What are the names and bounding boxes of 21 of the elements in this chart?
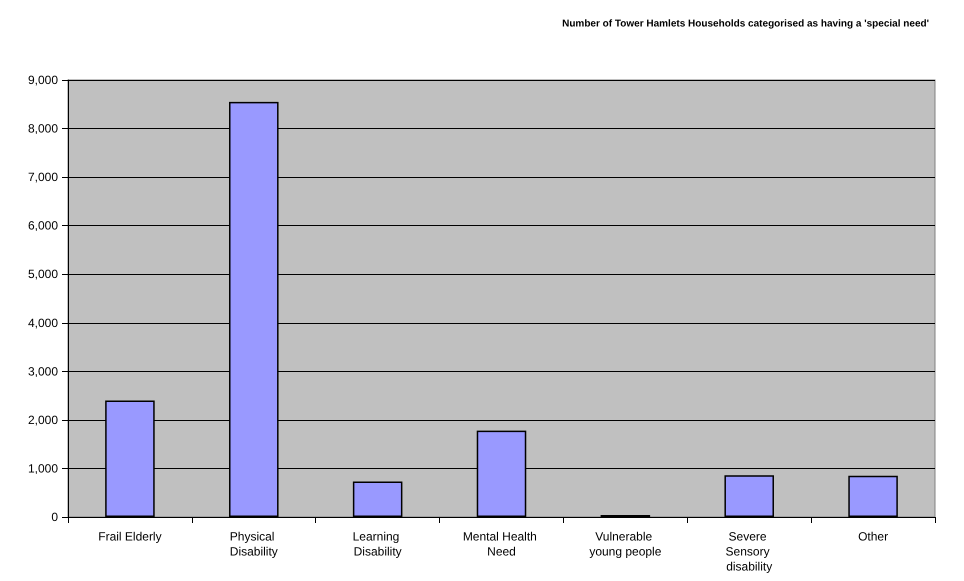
y-tick-label: 9,000 xyxy=(28,73,58,87)
y-tick-label: 8,000 xyxy=(28,122,58,136)
y-tick-label: 0 xyxy=(51,510,58,524)
y-tick-label: 3,000 xyxy=(28,364,58,378)
x-tick-label: Severe Sensory disability xyxy=(726,530,773,574)
y-tick-label: 1,000 xyxy=(28,461,58,476)
x-tick-label: Frail Elderly xyxy=(98,530,162,544)
y-tick-label: 6,000 xyxy=(28,218,58,233)
x-tick-label: Mental Health Need xyxy=(462,530,540,558)
y-tick-label: 7,000 xyxy=(28,170,58,184)
x-tick-label: Learning Disability xyxy=(352,530,403,558)
x-tick-label: Vulnerable young people xyxy=(589,530,662,558)
chart-title: Number of Tower Hamlets Households categorised as having a 'special need' xyxy=(562,18,930,30)
bar xyxy=(848,476,898,517)
y-tick-label: 4,000 xyxy=(28,316,58,330)
y-tick-label: 5,000 xyxy=(28,267,58,282)
x-tick-label: Physical Disability xyxy=(230,530,278,558)
y-tick-label: 2,000 xyxy=(28,412,58,427)
bar xyxy=(352,482,402,517)
x-tick-label: Other xyxy=(858,530,888,544)
bar xyxy=(724,475,774,517)
